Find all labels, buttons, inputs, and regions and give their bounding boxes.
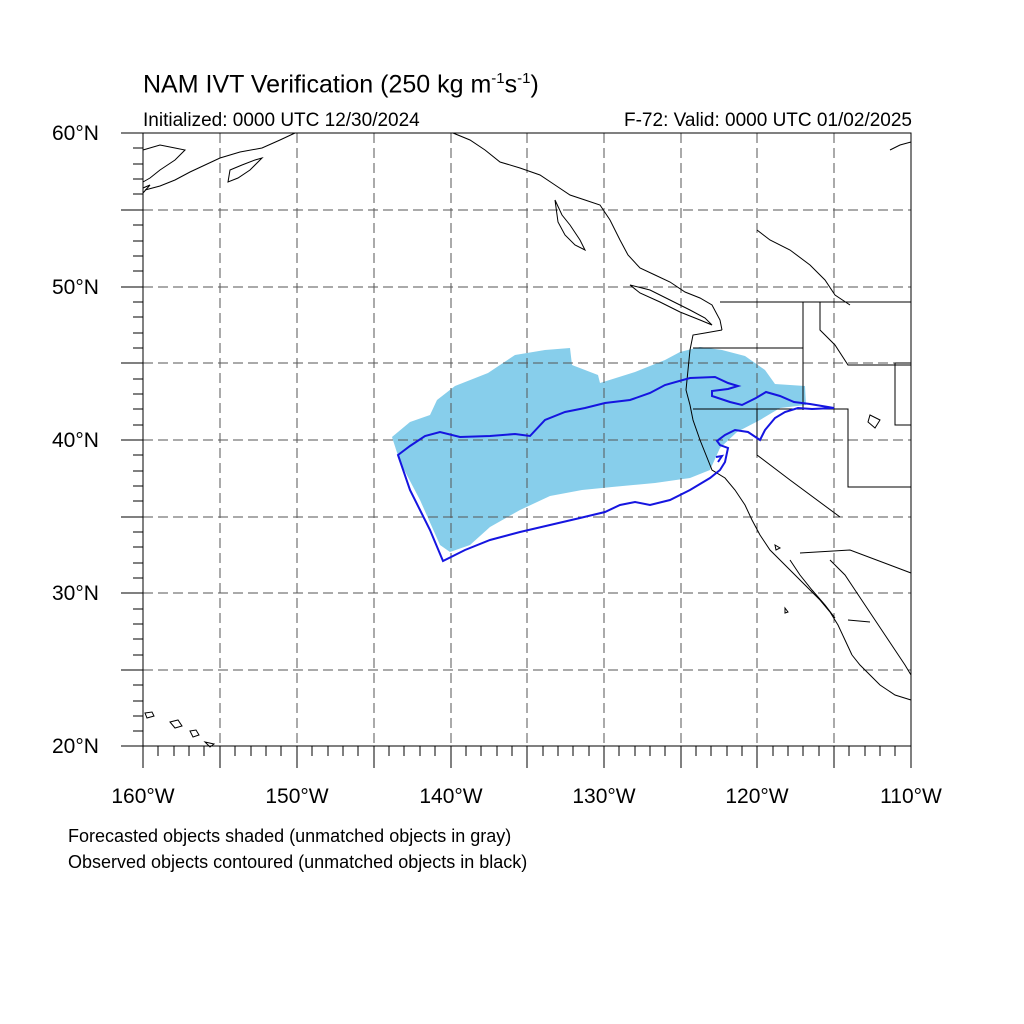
lat-label-50n: 50°N <box>52 276 99 299</box>
lat-label-60n: 60°N <box>52 122 99 145</box>
alaska-coast <box>142 144 187 183</box>
observed-object-outline <box>396 375 835 563</box>
footnote-forecast: Forecasted objects shaded (unmatched obj… <box>68 826 512 846</box>
valid-time: F-72: Valid: 0000 UTC 01/02/2025 <box>624 110 912 131</box>
initialized-time: Initialized: 0000 UTC 12/30/2024 <box>143 110 420 131</box>
lon-label-160w: 160°W <box>111 785 175 808</box>
axis-ticks <box>121 132 912 768</box>
graticule <box>143 133 911 746</box>
lon-label-130w: 130°W <box>572 785 636 808</box>
footnote-observed: Observed objects contoured (unmatched ob… <box>68 852 528 872</box>
us-west-coast <box>685 329 853 656</box>
lat-label-40n: 40°N <box>52 429 99 452</box>
observed-contours <box>396 375 835 563</box>
lon-label-140w: 140°W <box>419 785 483 808</box>
lon-label-120w: 120°W <box>725 785 789 808</box>
forecast-object-shaded <box>392 347 806 552</box>
lon-label-110w: 110°W <box>880 785 942 808</box>
lon-label-150w: 150°W <box>265 785 329 808</box>
lat-label-20n: 20°N <box>52 735 99 758</box>
lat-label-30n: 30°N <box>52 582 99 605</box>
bc-coast <box>452 132 723 331</box>
map-title: NAM IVT Verification (250 kg m-1s-1) <box>143 70 539 99</box>
